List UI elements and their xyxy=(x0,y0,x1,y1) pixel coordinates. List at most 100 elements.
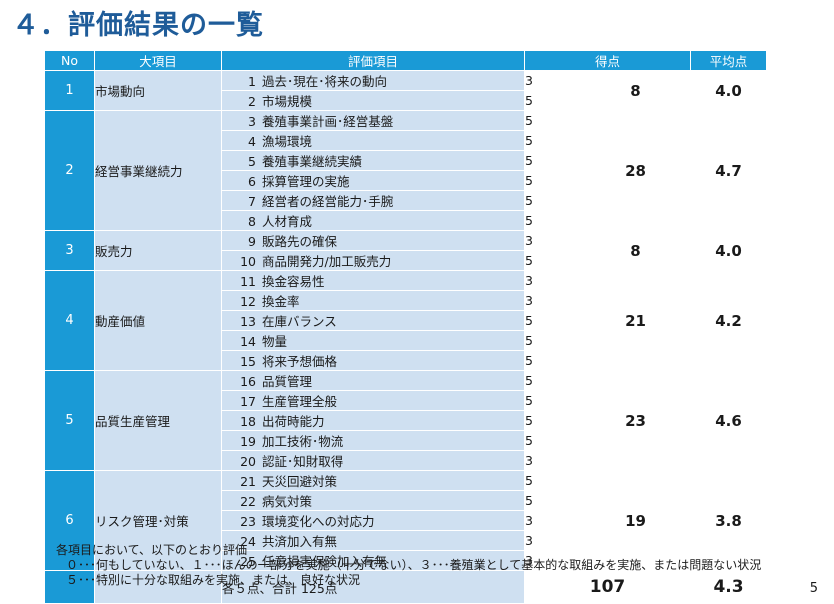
item-label: 将来予想価格 xyxy=(262,354,338,369)
item-number: 5 xyxy=(248,154,256,169)
item-label: 市場規模 xyxy=(262,94,313,109)
item-label: 天災回避対策 xyxy=(262,474,338,489)
item-label: 採算管理の実施 xyxy=(262,174,350,189)
group-total: 23 xyxy=(579,370,692,471)
group-total: 21 xyxy=(579,270,692,371)
item-label: 商品開発力/加工販売力 xyxy=(262,254,392,269)
evaluation-item: 2 市場規模 xyxy=(221,90,525,111)
item-score: 5 xyxy=(524,190,581,211)
table-row: 8 人材育成 5 xyxy=(45,210,767,231)
item-score: 5 xyxy=(524,390,581,411)
group-no: 2 xyxy=(44,110,95,231)
evaluation-item: 19 加工技術･物流 xyxy=(221,430,525,451)
item-number: 25 xyxy=(240,554,256,569)
header-no: No xyxy=(44,50,95,71)
footer-total: 107 xyxy=(523,570,692,604)
item-label: 換金容易性 xyxy=(262,274,325,289)
item-label: 在庫バランス xyxy=(262,314,337,329)
table-footer-row: 各５点、合計 125点 107 4.3 xyxy=(44,570,768,604)
item-number: 18 xyxy=(240,414,256,429)
group-average: 4.0 xyxy=(690,230,768,271)
item-score: 3 xyxy=(524,270,581,291)
table-row: 4 漁場環境 5 xyxy=(45,130,767,151)
evaluation-item: 1 過去･現在･将来の動向 xyxy=(221,70,525,91)
item-label: 出荷時能力 xyxy=(262,414,325,429)
evaluation-item: 11 換金容易性 xyxy=(221,270,525,291)
notes-line-2: ５･･･特別に十分な取組みを実施、または、良好な状況 xyxy=(66,573,361,587)
item-score: 5 xyxy=(524,410,581,431)
item-label: 漁場環境 xyxy=(262,134,313,149)
item-score: 5 xyxy=(524,210,581,231)
item-label: 物量 xyxy=(262,334,288,349)
group-no: 4 xyxy=(44,270,95,371)
footer-note: 各５点、合計 125点 xyxy=(221,570,525,604)
header-item: 評価項目 xyxy=(221,50,525,71)
evaluation-table: No 大項目 評価項目 得点 平均点 1 市場動向 1 過去･現在･将来の動向 3 8 4.… xyxy=(44,50,768,604)
item-number: 10 xyxy=(240,254,256,269)
table-row: 1 市場動向 1 過去･現在･将来の動向 3 8 4.0 xyxy=(44,70,768,111)
table-row: 19 加工技術･物流 5 xyxy=(45,430,767,451)
item-score: 5 xyxy=(524,430,581,451)
table-row: 6 採算管理の実施 5 xyxy=(45,170,767,191)
evaluation-item: 18 出荷時能力 xyxy=(221,410,525,431)
header-score: 得点 xyxy=(523,50,692,71)
group-total: 8 xyxy=(579,230,692,271)
header-category: 大項目 xyxy=(94,50,222,71)
item-label: 認証･知財取得 xyxy=(262,454,344,469)
item-label: 人材育成 xyxy=(262,214,313,229)
item-score: 5 xyxy=(524,330,581,351)
evaluation-item: 23 環境変化への対応力 xyxy=(221,510,525,531)
group-average: 4.6 xyxy=(690,370,768,471)
item-score: 3 xyxy=(524,70,581,91)
evaluation-notes: 各項目において、以下のとおり評価 ０･･･何もしていない、１･･･ほんの一部分を… xyxy=(56,543,761,588)
evaluation-item: 21 天災回避対策 xyxy=(221,470,525,491)
table-row: 2 市場規模 5 xyxy=(45,90,767,111)
evaluation-item: 9 販路先の確保 xyxy=(221,230,525,251)
item-score: 5 xyxy=(524,110,581,131)
item-label: 生産管理全般 xyxy=(262,394,338,409)
item-score: 5 xyxy=(524,350,581,371)
item-number: 16 xyxy=(240,374,256,389)
item-number: 3 xyxy=(248,114,256,129)
table-row: 25 任意損害保険加入有無 3 xyxy=(45,550,767,571)
item-number: 11 xyxy=(240,274,256,289)
evaluation-item: 22 病気対策 xyxy=(221,490,525,511)
table-row: 20 認証･知財取得 3 xyxy=(45,450,767,471)
table-row: 5 品質生産管理 16 品質管理 5 23 4.6 xyxy=(44,370,768,471)
table-row: 5 養殖事業継続実績 5 xyxy=(45,150,767,171)
item-label: 経営者の経営能力･手腕 xyxy=(262,194,394,209)
group-no: 1 xyxy=(44,70,95,111)
item-label: 養殖事業計画･経営基盤 xyxy=(262,114,394,129)
item-number: 23 xyxy=(240,514,256,529)
table-row: 18 出荷時能力 5 xyxy=(45,410,767,431)
group-total: 8 xyxy=(579,70,692,111)
item-number: 14 xyxy=(240,334,256,349)
evaluation-item: 5 養殖事業継続実績 xyxy=(221,150,525,171)
footer-average: 4.3 xyxy=(690,570,768,604)
item-number: 21 xyxy=(240,474,256,489)
item-label: 販路先の確保 xyxy=(262,234,338,249)
item-number: 19 xyxy=(240,434,256,449)
table-row: 22 病気対策 5 xyxy=(45,490,767,511)
evaluation-item: 14 物量 xyxy=(221,330,525,351)
evaluation-item: 20 認証･知財取得 xyxy=(221,450,525,471)
item-score: 5 xyxy=(524,470,581,491)
page-title: ４．評価結果の一覧 xyxy=(12,10,264,41)
group-average: 3.8 xyxy=(690,470,768,571)
item-number: 6 xyxy=(248,174,256,189)
group-total: 28 xyxy=(579,110,692,231)
item-score: 5 xyxy=(524,170,581,191)
item-label: 加工技術･物流 xyxy=(262,434,344,449)
item-label: 共済加入有無 xyxy=(262,534,338,549)
item-number: 20 xyxy=(240,454,256,469)
evaluation-item: 17 生産管理全般 xyxy=(221,390,525,411)
evaluation-item: 12 換金率 xyxy=(221,290,525,311)
group-no: 5 xyxy=(44,370,95,471)
item-label: 病気対策 xyxy=(262,494,313,509)
header-average: 平均点 xyxy=(690,50,768,71)
item-score: 5 xyxy=(524,490,581,511)
table-row: 12 換金率 3 xyxy=(45,290,767,311)
table-row: 13 在庫バランス 5 xyxy=(45,310,767,331)
group-average: 4.2 xyxy=(690,270,768,371)
table-row: 2 経営事業継続力 3 養殖事業計画･経営基盤 5 28 4.7 xyxy=(44,110,768,231)
